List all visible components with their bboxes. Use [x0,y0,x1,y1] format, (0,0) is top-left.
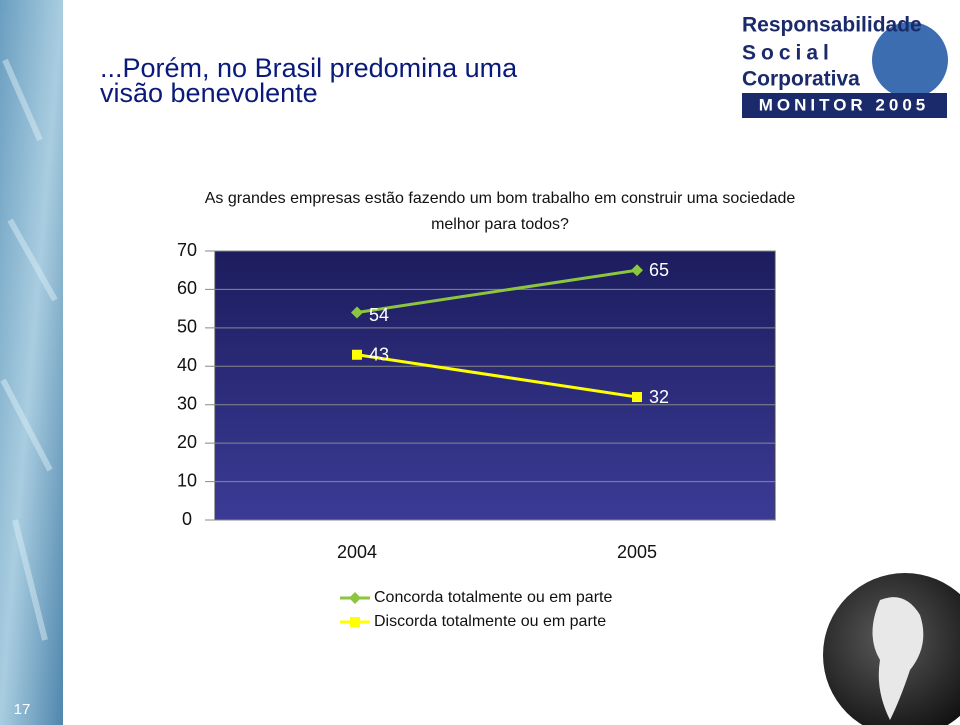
y-tick-label: 20 [177,432,197,452]
logo-text: MONITOR 2005 [759,95,930,114]
y-tick-label: 40 [177,355,197,375]
side-strip [0,0,63,725]
series-line [356,268,638,314]
logo: Responsabilidade Social Corporativa MONI… [742,14,948,118]
logo-text: Social [742,42,834,65]
marker [352,349,362,360]
data-label: 65 [649,260,669,280]
x-tick-label: 2005 [617,542,657,562]
data-label: 32 [649,387,669,407]
y-tick-label: 10 [177,470,197,490]
chart-title: As grandes empresas estão fazendo um bom… [205,190,796,207]
globe-land [872,597,924,720]
slide-title: visão benevolente [100,78,318,108]
legend-marker [349,592,361,604]
series-line [356,353,638,399]
y-tick-label: 30 [177,393,197,413]
legend-label: Discorda totalmente ou em parte [374,613,606,630]
chart-title: melhor para todos? [431,216,569,233]
logo-circle [872,22,948,98]
strip-texture [0,58,58,641]
slide-title: ...Porém, no Brasil predomina uma [100,53,518,83]
page-number: 17 [14,701,31,718]
logo-text: Corporativa [742,68,860,91]
y-tick-label: 70 [177,240,197,260]
logo-text: Responsabilidade [742,14,922,37]
logo-band [742,93,947,118]
y-tick-label: 50 [177,317,197,337]
y-tick-label: 0 [182,509,192,529]
marker [351,306,363,319]
marker [632,392,642,403]
x-tick-label: 2004 [337,542,377,562]
plot-area [214,250,776,521]
data-label: 43 [369,345,389,365]
y-tick-label: 60 [177,278,197,298]
legend-label: Concorda totalmente ou em parte [374,589,612,606]
legend-marker [350,617,360,627]
data-label: 54 [369,305,389,325]
marker [631,264,643,277]
